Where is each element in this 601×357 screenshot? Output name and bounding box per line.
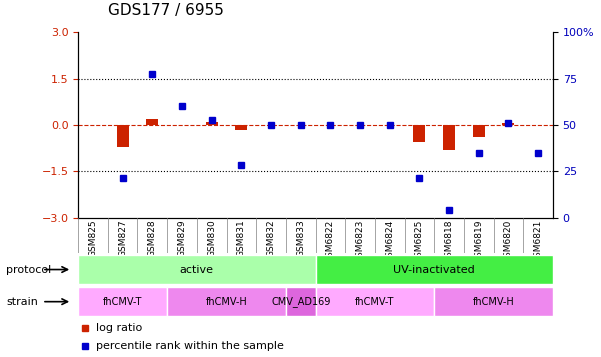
Text: GSM6820: GSM6820	[504, 220, 513, 263]
FancyBboxPatch shape	[167, 287, 286, 316]
Text: GSM6818: GSM6818	[445, 220, 454, 263]
FancyBboxPatch shape	[78, 287, 167, 316]
Text: GSM6824: GSM6824	[385, 220, 394, 263]
Bar	[147, 119, 158, 125]
Text: GDS177 / 6955: GDS177 / 6955	[108, 3, 224, 18]
Text: GSM832: GSM832	[266, 220, 275, 257]
Text: fhCMV-H: fhCMV-H	[206, 297, 248, 307]
Text: GSM828: GSM828	[148, 220, 157, 257]
FancyBboxPatch shape	[435, 287, 553, 316]
Text: percentile rank within the sample: percentile rank within the sample	[96, 341, 284, 351]
Text: fhCMV-H: fhCMV-H	[473, 297, 514, 307]
FancyBboxPatch shape	[316, 287, 435, 316]
Bar	[473, 125, 484, 137]
Text: GSM6821: GSM6821	[534, 220, 543, 263]
Text: GSM833: GSM833	[296, 220, 305, 257]
Bar	[117, 125, 129, 147]
Text: GSM830: GSM830	[207, 220, 216, 257]
Bar	[206, 122, 218, 125]
Text: active: active	[180, 265, 214, 275]
Text: GSM6819: GSM6819	[474, 220, 483, 263]
Text: GSM825: GSM825	[88, 220, 97, 257]
Text: GSM6822: GSM6822	[326, 220, 335, 263]
Text: GSM829: GSM829	[177, 220, 186, 257]
Text: strain: strain	[6, 297, 38, 307]
Text: UV-inactivated: UV-inactivated	[393, 265, 475, 275]
FancyBboxPatch shape	[78, 255, 316, 284]
Bar	[502, 124, 514, 125]
Text: protocol: protocol	[6, 265, 51, 275]
Text: fhCMV-T: fhCMV-T	[355, 297, 395, 307]
Text: log ratio: log ratio	[96, 323, 142, 333]
Bar	[236, 125, 247, 130]
FancyBboxPatch shape	[316, 255, 553, 284]
Text: GSM827: GSM827	[118, 220, 127, 257]
Text: GSM831: GSM831	[237, 220, 246, 257]
Text: GSM6823: GSM6823	[356, 220, 365, 263]
Bar	[413, 125, 426, 142]
Text: fhCMV-T: fhCMV-T	[103, 297, 142, 307]
FancyBboxPatch shape	[286, 287, 316, 316]
Bar	[443, 125, 455, 150]
Text: GSM6825: GSM6825	[415, 220, 424, 263]
Text: CMV_AD169: CMV_AD169	[271, 296, 331, 307]
